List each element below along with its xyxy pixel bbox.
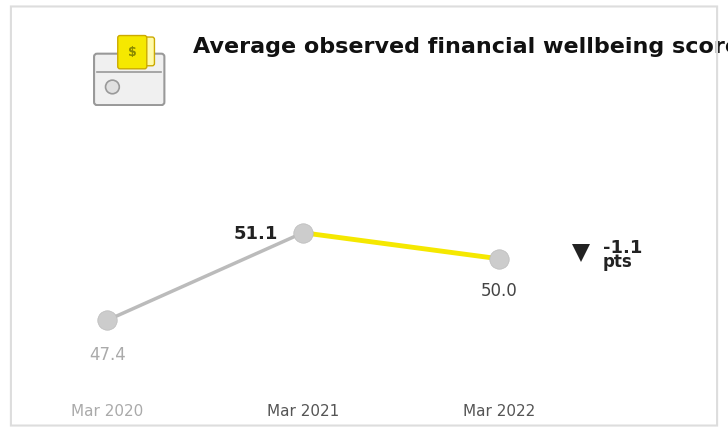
Text: Mar 2021: Mar 2021 bbox=[267, 404, 339, 419]
Text: Average observed financial wellbeing score: Average observed financial wellbeing sco… bbox=[193, 37, 728, 57]
Text: 51.1: 51.1 bbox=[233, 225, 277, 243]
Text: pts: pts bbox=[603, 253, 633, 271]
Circle shape bbox=[106, 80, 119, 94]
Text: -1.1: -1.1 bbox=[603, 238, 642, 257]
Text: 47.4: 47.4 bbox=[89, 346, 125, 364]
FancyBboxPatch shape bbox=[94, 54, 165, 105]
Text: $: $ bbox=[128, 46, 137, 59]
Text: Mar 2022: Mar 2022 bbox=[463, 404, 535, 419]
FancyBboxPatch shape bbox=[118, 35, 147, 69]
Text: 50.0: 50.0 bbox=[480, 283, 517, 300]
FancyBboxPatch shape bbox=[128, 37, 154, 66]
Text: Mar 2020: Mar 2020 bbox=[71, 404, 143, 419]
